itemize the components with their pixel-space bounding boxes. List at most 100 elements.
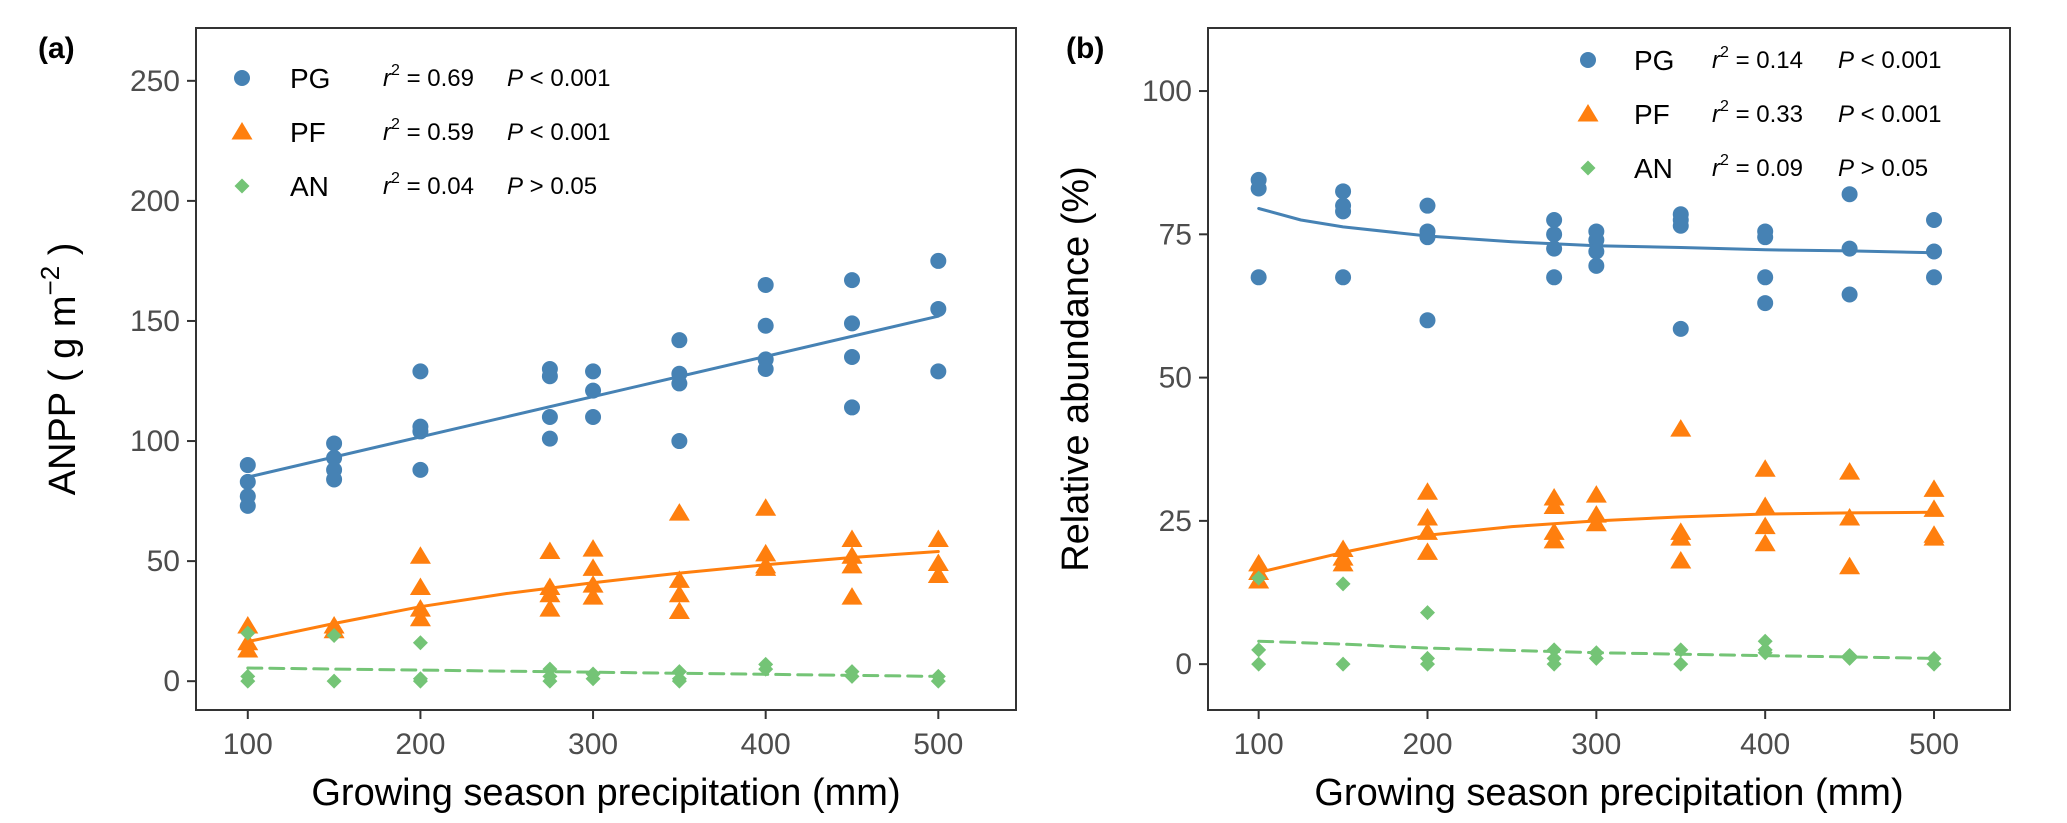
data-point-pg xyxy=(326,471,343,488)
data-point-pf xyxy=(1923,499,1945,517)
r2-symbol: r xyxy=(383,173,392,200)
legend-r2-pf: r2 = 0.59 xyxy=(383,116,474,146)
x-tick-label: 400 xyxy=(1740,728,1790,761)
legend-r2-an: r2 = 0.09 xyxy=(1712,152,1803,182)
data-point-an xyxy=(1251,656,1267,672)
data-point-pg xyxy=(412,423,429,440)
data-point-pf xyxy=(841,529,863,547)
data-point-pf xyxy=(1416,522,1438,540)
data-point-pf xyxy=(1670,528,1692,546)
y-tick-label: 200 xyxy=(130,185,180,218)
p-symbol: P xyxy=(507,173,523,200)
data-point-pg xyxy=(930,252,947,269)
legend-r2-an: r2 = 0.04 xyxy=(383,170,474,200)
legend-label-an: AN xyxy=(290,171,329,202)
data-point-an xyxy=(1673,642,1689,658)
data-point-an xyxy=(1588,650,1604,666)
data-point-an xyxy=(585,671,601,687)
data-point-pf xyxy=(409,599,431,617)
data-point-pg xyxy=(1841,240,1858,257)
data-point-pg xyxy=(1419,229,1436,246)
data-point-pg xyxy=(1672,320,1689,337)
data-point-pg xyxy=(1250,269,1267,286)
data-point-pf xyxy=(1332,553,1354,572)
data-point-pg xyxy=(1926,269,1943,286)
legend-icon-pg xyxy=(234,70,250,86)
data-point-pf xyxy=(668,601,690,620)
data-point-pg xyxy=(1250,180,1267,197)
legend-p-pg: P < 0.001 xyxy=(507,65,610,92)
legend-icon-an xyxy=(1580,160,1596,176)
data-point-pg xyxy=(1588,243,1605,260)
p-symbol: P xyxy=(1838,47,1854,74)
r2-value: = 0.69 xyxy=(400,65,474,92)
r2-symbol: r xyxy=(1712,155,1721,182)
data-point-pg xyxy=(1672,217,1689,234)
data-point-pf xyxy=(1585,513,1607,532)
r2-value: = 0.09 xyxy=(1729,155,1803,182)
data-point-pf xyxy=(1543,496,1565,515)
y-axis-title-exponent: −2 xyxy=(35,266,65,296)
data-point-pg xyxy=(585,363,602,380)
data-point-an xyxy=(240,673,256,689)
panel-label: (b) xyxy=(1066,32,1104,65)
data-point-pg xyxy=(541,409,558,426)
plot-frame xyxy=(1207,27,2011,711)
data-point-an xyxy=(1757,645,1773,661)
data-point-pf xyxy=(539,541,561,560)
data-point-pg xyxy=(757,317,774,334)
r2-symbol: r xyxy=(383,65,392,92)
data-point-pf xyxy=(668,570,690,588)
data-point-an xyxy=(930,673,946,689)
data-point-pg xyxy=(844,272,860,289)
data-point-pg xyxy=(671,332,688,349)
legend-label-pg: PG xyxy=(290,63,330,94)
p-symbol: P xyxy=(507,119,523,146)
y-tick-label: 25 xyxy=(1159,505,1192,538)
p-symbol: P xyxy=(507,65,523,92)
legend-r2-pg: r2 = 0.14 xyxy=(1712,44,1803,74)
data-point-pg xyxy=(1546,240,1563,257)
r2-value: = 0.04 xyxy=(400,173,474,200)
legend-p-pf: P < 0.001 xyxy=(507,119,610,146)
data-point-an xyxy=(1842,650,1858,666)
p-value: > 0.05 xyxy=(523,173,597,200)
data-point-pg xyxy=(1757,229,1774,246)
data-point-pg xyxy=(1546,211,1563,228)
p-value: < 0.001 xyxy=(1854,47,1941,74)
r2-symbol: r xyxy=(1712,47,1721,74)
data-point-pg xyxy=(844,399,860,416)
legend-icon-pg xyxy=(1580,52,1596,68)
data-point-pf xyxy=(582,587,604,605)
data-point-pg xyxy=(1419,312,1436,329)
p-value: < 0.001 xyxy=(523,119,610,146)
x-tick-label: 500 xyxy=(913,728,963,761)
data-point-an xyxy=(671,673,687,689)
data-point-pf xyxy=(841,546,863,564)
r2-exponent: 2 xyxy=(1720,98,1729,115)
data-point-pg xyxy=(585,409,602,426)
data-point-pg xyxy=(541,368,558,385)
data-point-pg xyxy=(326,435,343,452)
data-point-pg xyxy=(1757,295,1774,312)
legend-r2-pf: r2 = 0.33 xyxy=(1712,98,1803,128)
r2-exponent: 2 xyxy=(391,170,400,187)
data-point-pf xyxy=(1754,516,1776,535)
data-point-pf xyxy=(1670,550,1692,569)
data-point-an xyxy=(326,673,342,689)
r2-value: = 0.59 xyxy=(400,119,474,146)
y-tick-label: 100 xyxy=(1142,75,1192,108)
y-tick-label: 50 xyxy=(147,545,180,578)
data-point-an xyxy=(326,628,342,644)
legend-p-pf: P < 0.001 xyxy=(1838,101,1941,128)
data-point-pf xyxy=(1754,459,1776,477)
data-point-pg xyxy=(326,449,343,466)
data-point-pg xyxy=(585,382,602,399)
data-point-an xyxy=(758,661,774,677)
data-point-pf xyxy=(539,599,561,617)
legend-r2-pg: r2 = 0.69 xyxy=(383,62,474,92)
panel-a: (a) 100 200 300 400 500 0 50 100 150 200 250 Growing… xyxy=(35,27,1017,814)
y-tick-label: 0 xyxy=(1175,648,1192,681)
